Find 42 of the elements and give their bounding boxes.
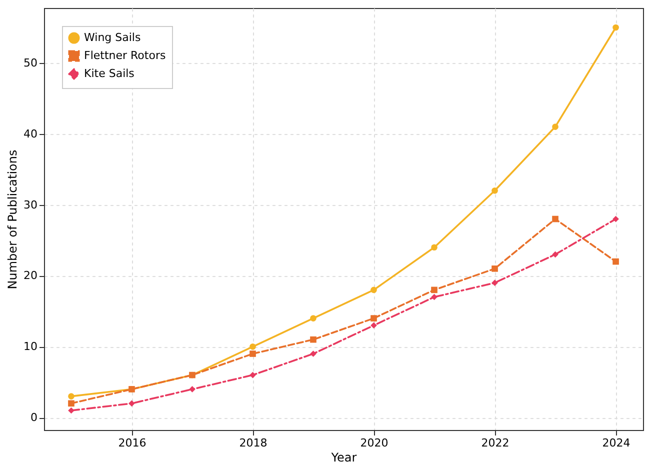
point [250,344,256,350]
point [552,124,558,130]
y-tick-label: 20 [24,269,38,282]
point [612,24,619,31]
y-tick-label: 30 [24,198,38,212]
y-tick-label: 50 [24,56,38,70]
point [68,400,74,407]
point [492,265,498,272]
x-tick-label: 2020 [360,436,388,450]
point [68,407,74,414]
point [431,294,438,300]
point [552,251,558,258]
point [431,286,438,294]
point [250,350,256,357]
legend-label: Kite Sails [84,67,135,80]
x-tick-label: 2024 [602,436,630,450]
point [189,386,196,392]
point [612,216,619,222]
y-tick-label: 10 [24,340,38,354]
point [310,315,316,322]
point [612,258,619,265]
point [370,322,377,329]
point [431,244,438,251]
y-tick-label: 0 [30,411,38,424]
point [492,187,498,194]
point [310,336,316,343]
x-tick-label: 2016 [118,436,146,450]
point [552,216,558,222]
legend-label: Wing Sails [84,31,141,44]
point [128,400,135,407]
point [68,393,74,400]
y-axis-title: Number of Publications [6,150,20,290]
x-tick-label: 2018 [239,436,268,450]
point [250,372,256,378]
y-tick-label: 40 [24,127,38,140]
point [492,280,498,286]
legend-label: Flettner Rotors [84,49,166,62]
point [370,286,377,294]
point [310,350,316,357]
x-axis-title: Year [330,450,357,464]
point [370,315,377,322]
x-tick-label: 2022 [481,436,510,450]
